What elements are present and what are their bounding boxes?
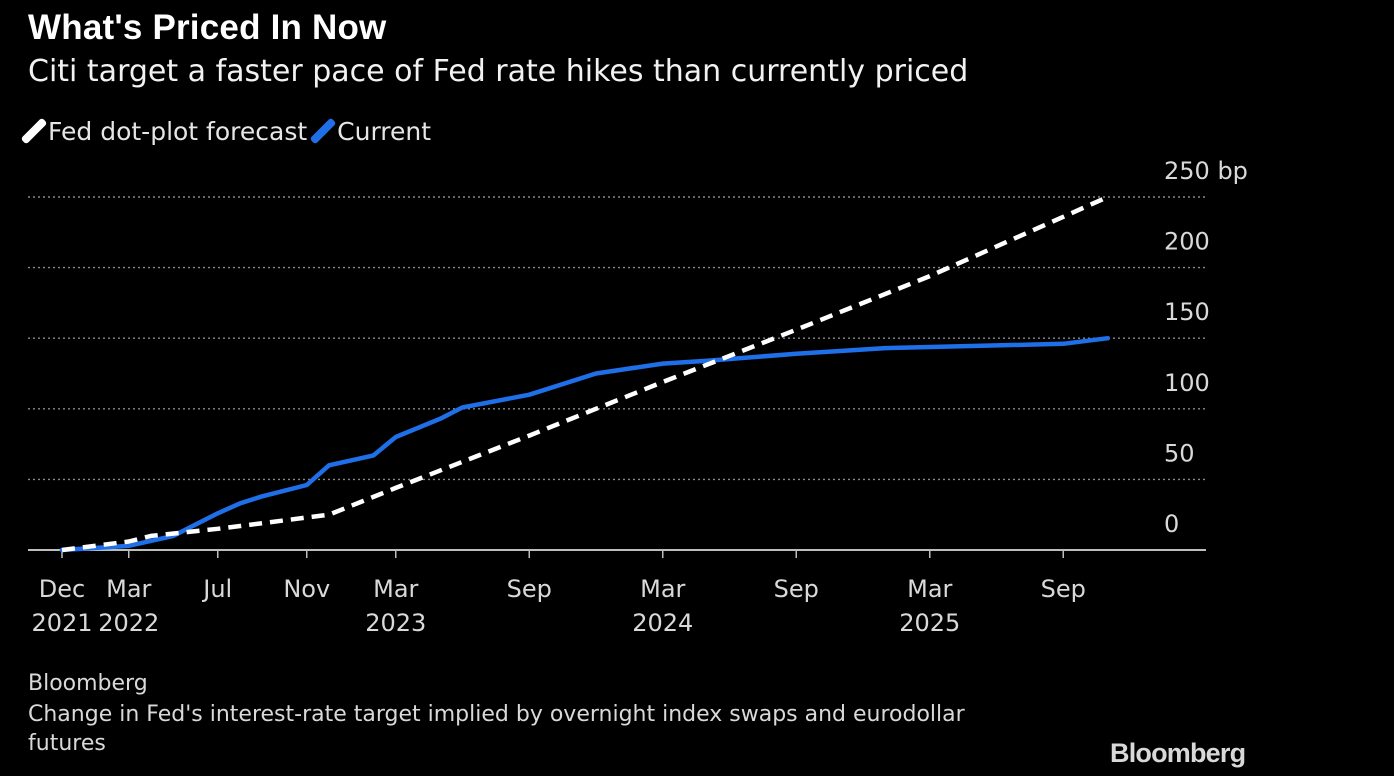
legend-label-fed: Fed dot-plot forecast: [48, 116, 308, 146]
chart-source: Bloomberg: [28, 671, 148, 696]
series-line-fed-dot-plot: [61, 194, 1109, 553]
chart-note: Change in Fed's interest-rate target imp…: [28, 702, 965, 756]
y-tick-label-250: 250 bp: [1164, 157, 1248, 185]
legend-label-current: Current: [337, 116, 432, 146]
chart-subtitle: Citi target a faster pace of Fed rate hi…: [28, 54, 969, 89]
x-tick-year-2025-03: 2025: [899, 609, 960, 637]
x-tick-year-2022-03: 2022: [98, 609, 159, 637]
x-tick-label-2023-09: Sep: [507, 575, 552, 603]
series-line-current: [59, 335, 1111, 553]
x-tick-year-2023-03: 2023: [365, 609, 426, 637]
legend-item-current: Current: [309, 116, 432, 146]
x-tick-label-2024-09: Sep: [774, 575, 819, 603]
legend-item-fed: Fed dot-plot forecast: [20, 116, 308, 146]
bloomberg-logo: Bloomberg: [1110, 738, 1246, 768]
x-tick-label-2025-09: Sep: [1041, 575, 1086, 603]
y-tick-label-50: 50: [1164, 439, 1195, 467]
x-tick-label-2022-11: Nov: [283, 575, 330, 603]
x-tick-label-2022-07: Jul: [201, 575, 232, 603]
x-tick-label-2025-03: Mar: [907, 575, 952, 603]
x-tick-label-2023-03: Mar: [373, 575, 418, 603]
y-tick-label-200: 200: [1164, 228, 1210, 256]
x-tick-year-2021-12: 2021: [31, 609, 92, 637]
x-tick-label-2024-03: Mar: [640, 575, 685, 603]
x-tick-label-2021-12: Dec: [39, 575, 85, 603]
y-tick-label-150: 150: [1164, 298, 1210, 326]
chart-title: What's Priced In Now: [28, 8, 387, 47]
x-tick-year-2024-03: 2024: [632, 609, 693, 637]
y-tick-label-0: 0: [1164, 510, 1179, 538]
chart-legend: Fed dot-plot forecast Current: [20, 116, 432, 146]
x-tick-label-2022-03: Mar: [106, 575, 151, 603]
y-tick-label-100: 100: [1164, 369, 1210, 397]
